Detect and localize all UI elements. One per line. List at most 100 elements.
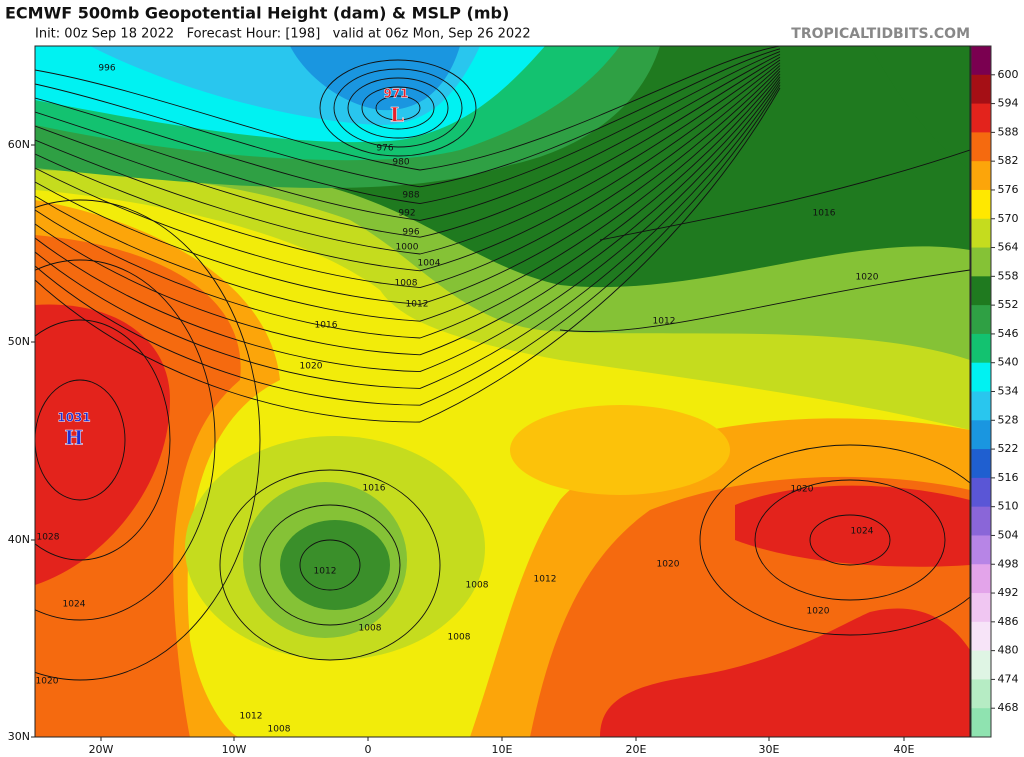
isobars <box>35 46 970 681</box>
isobar <box>35 51 781 205</box>
colorbar-band <box>971 535 991 565</box>
isobar <box>35 46 781 171</box>
lon-label: 10E <box>492 743 513 756</box>
isobar <box>35 70 781 322</box>
colorbar-label: 528 <box>998 413 1019 426</box>
isobar-label: 1012 <box>653 317 676 327</box>
isobar <box>361 86 435 130</box>
isobar-label: 1028 <box>37 533 60 543</box>
isobar <box>375 95 421 121</box>
colorbar-band <box>971 46 991 76</box>
isobar <box>35 68 781 305</box>
colorbar-label: 486 <box>998 615 1019 628</box>
isobar <box>809 514 891 566</box>
colorbar-label: 510 <box>998 500 1019 513</box>
colorbar-label: 516 <box>998 471 1019 484</box>
field-588-turkey <box>735 485 970 567</box>
isobar-label: 1008 <box>395 279 418 289</box>
lon-label: 40E <box>894 743 915 756</box>
isobar <box>259 504 401 626</box>
lat-label: 40N <box>8 533 30 546</box>
field-552-iberia <box>280 520 390 610</box>
field-588-west <box>35 304 170 585</box>
lon-label: 20W <box>89 743 114 756</box>
colorbar-label: 564 <box>998 241 1019 254</box>
isobar-label: 1012 <box>534 575 557 585</box>
high-center: 1031 H <box>57 410 91 450</box>
lon-label: 20E <box>626 743 647 756</box>
lon-label: 10W <box>222 743 247 756</box>
colorbar-band <box>971 247 991 277</box>
isobar <box>35 79 781 373</box>
colorbar-label: 504 <box>998 528 1019 541</box>
colorbar-label: 468 <box>998 701 1019 714</box>
colorbar-label: 534 <box>998 385 1019 398</box>
isobar <box>35 259 216 621</box>
lat-label: 50N <box>8 335 30 348</box>
isobar <box>35 379 126 501</box>
low-center: 971 L <box>383 86 408 126</box>
colorbar-frame <box>970 45 992 738</box>
colorbar-label: 492 <box>998 586 1019 599</box>
isobar-label: 1024 <box>851 527 874 537</box>
isobar-label: 1012 <box>406 300 429 310</box>
isobar-label: 976 <box>376 144 393 154</box>
lon-label: 30E <box>759 743 780 756</box>
isobar <box>35 53 781 221</box>
isobar <box>35 319 171 561</box>
colorbar-band <box>971 132 991 162</box>
colorbar-label: 558 <box>998 269 1019 282</box>
field-552-ne <box>870 46 970 170</box>
isobar <box>219 469 441 661</box>
isobar-label: 988 <box>402 191 419 201</box>
title: ECMWF 500mb Geopotential Height (dam) & … <box>5 4 509 23</box>
subtitle: Init: 00z Sep 18 2022 Forecast Hour: [19… <box>35 27 531 42</box>
latitude-labels: 60N 50N 40N 30N <box>8 138 30 743</box>
isobar <box>299 539 361 591</box>
colorbar-band <box>971 333 991 364</box>
colorbar-label: 588 <box>998 125 1019 138</box>
isobar <box>35 84 781 406</box>
isobar-label: 1020 <box>657 560 680 570</box>
colorbar-label: 582 <box>998 154 1019 167</box>
lat-label: 60N <box>8 138 30 151</box>
lon-label: 0 <box>365 743 372 756</box>
colorbar-band <box>971 305 991 335</box>
colorbar-label: 522 <box>998 442 1019 455</box>
site-credit: TROPICALTIDBITS.COM <box>791 26 970 42</box>
longitude-labels: 20W 10W 0 10E 20E 30E 40E <box>89 743 915 756</box>
isobar <box>599 149 970 241</box>
isobar <box>35 59 781 255</box>
isobar <box>35 56 781 238</box>
colorbar-band <box>971 621 991 652</box>
colorbar-band <box>971 218 991 249</box>
colorbar-label: 498 <box>998 557 1019 570</box>
isobar <box>35 87 781 423</box>
colorbar-band <box>971 477 991 508</box>
center-value: 971 <box>383 87 408 101</box>
colorbar-band <box>971 391 991 421</box>
center-value: 1031 <box>57 411 90 425</box>
colorbar-band <box>971 103 991 133</box>
colorbar-label: 570 <box>998 212 1019 225</box>
colorbar-band <box>971 74 991 105</box>
colorbar-label: 552 <box>998 298 1019 311</box>
isobar <box>319 59 477 157</box>
isobar-label: 1016 <box>813 209 836 219</box>
field-522 <box>290 46 460 111</box>
colorbar-label: 474 <box>998 672 1019 685</box>
colorbar-band <box>971 564 991 594</box>
isobar-label: 1004 <box>418 259 441 269</box>
isobar-label: 992 <box>398 209 415 219</box>
isobar <box>35 199 261 681</box>
isobar <box>35 73 781 339</box>
isobar <box>699 444 970 636</box>
isobar-label: 1008 <box>359 624 382 634</box>
isobar-label: 1020 <box>807 607 830 617</box>
center-symbol: H <box>65 426 84 450</box>
isobar <box>333 68 463 148</box>
isobar-label: 1020 <box>856 273 879 283</box>
map-field <box>35 46 970 737</box>
colorbar-label: 546 <box>998 327 1019 340</box>
